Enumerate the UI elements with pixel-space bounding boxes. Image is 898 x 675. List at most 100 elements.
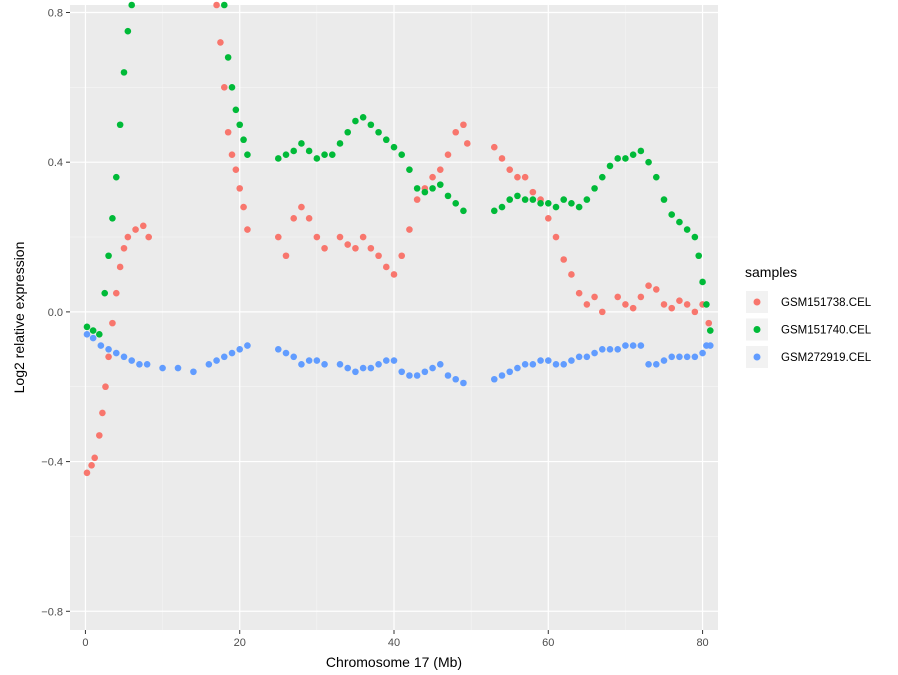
data-point [109,319,116,327]
data-point [614,293,622,301]
y-tick-label: −0.4 [41,457,63,469]
data-point [220,353,228,361]
data-point [444,151,452,159]
data-point [452,128,460,136]
y-axis-ticks: −0.8 −0.4 0.0 0.4 0.8 [41,7,70,618]
data-point [668,353,676,361]
x-tick-label: 40 [388,637,400,649]
data-point [413,185,421,192]
data-point [568,357,575,364]
data-point [463,140,471,147]
data-point [413,372,421,379]
data-point [336,360,344,368]
data-point [460,207,467,215]
data-point [174,364,182,372]
data-point [498,372,506,379]
data-point [205,360,213,368]
data-point [683,353,691,361]
data-point [699,278,706,286]
data-point [228,151,236,159]
x-tick-label: 20 [234,637,246,649]
data-point [282,151,290,159]
data-point [575,289,583,297]
data-point [560,196,568,203]
data-point [406,166,413,173]
data-point [344,128,352,136]
data-point [224,128,232,136]
data-point [606,346,614,353]
data-point [128,1,136,9]
x-axis-ticks: 0 20 40 60 80 [82,630,709,649]
data-point [390,271,398,278]
data-point [298,203,305,211]
data-point [575,353,583,361]
data-point [706,327,714,334]
data-point [128,357,136,364]
data-point [236,346,244,353]
data-point [132,226,139,233]
data-point [83,331,91,338]
data-point [452,200,460,207]
data-point [575,203,583,211]
data-point [359,113,367,121]
data-point [429,173,436,181]
data-point [116,121,124,129]
data-point [282,252,290,260]
data-point [102,383,109,391]
data-point [691,353,699,361]
data-point [598,346,606,353]
data-point [436,166,444,173]
data-point [101,289,109,297]
data-point [367,364,375,372]
data-point [336,233,344,241]
data-point [622,155,629,162]
data-point [529,188,537,196]
data-point [298,360,305,368]
legend-swatch [753,353,761,361]
data-point [598,173,606,181]
legend-swatch [753,326,761,333]
data-point [537,357,544,364]
data-point [629,151,637,159]
data-point [145,233,152,241]
data-point [598,308,606,316]
data-point [390,357,398,364]
data-point [159,364,166,372]
data-point [282,349,290,357]
data-point [452,375,460,383]
y-tick-label: −0.8 [41,606,63,618]
data-point [109,215,116,222]
data-point [344,241,352,248]
data-point [421,368,429,376]
data-point [321,151,328,159]
data-point [529,196,537,203]
data-point [305,147,313,155]
data-point [660,357,668,364]
data-point [544,215,552,222]
data-point [606,162,614,170]
data-point [112,349,120,357]
data-point [676,297,683,304]
legend-label: GSM151738.CEL [781,297,872,309]
data-point [124,233,132,241]
data-point [136,360,143,368]
data-point [244,151,251,159]
data-point [652,360,660,368]
data-point [228,349,236,357]
data-point [506,166,514,173]
data-point [244,342,251,349]
data-point [112,173,120,181]
legend-title: samples [745,264,797,280]
data-point [591,293,598,301]
data-point [328,151,336,159]
data-point [236,121,244,129]
data-point [668,304,676,312]
data-point [83,469,91,477]
data-point [105,252,112,260]
data-point [444,372,452,379]
data-point [705,319,713,327]
data-point [668,211,676,218]
y-tick-label: 0.0 [48,307,63,319]
data-point [521,360,529,368]
data-point [637,293,645,301]
